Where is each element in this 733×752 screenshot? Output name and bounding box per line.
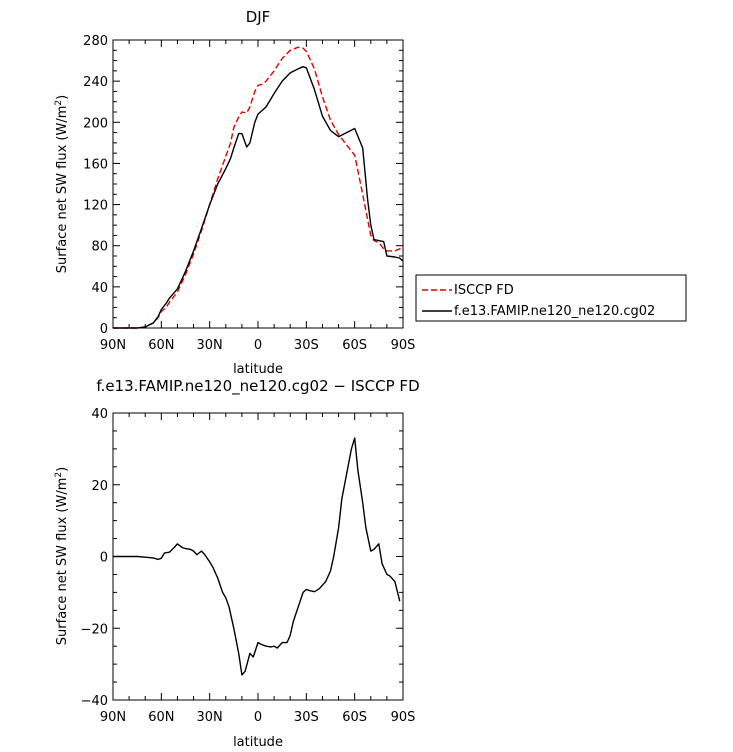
y-tick-label: 120 bbox=[83, 199, 108, 214]
legend-label-isccp: ISCCP FD bbox=[454, 283, 514, 298]
x-tick-label: 60S bbox=[342, 338, 367, 353]
axis-ticks: 90N 60N 30N 0 30S 60S 90S −40 −20 0 20 40 bbox=[81, 407, 416, 725]
x-tick-label: 30N bbox=[197, 338, 223, 353]
x-tick-label: 90N bbox=[100, 338, 126, 353]
series-line-f-e13-famip-ne120-ne120-cg02 bbox=[113, 65, 404, 329]
x-tick-label: 90S bbox=[391, 710, 416, 725]
y-tick-label: −40 bbox=[81, 694, 108, 709]
chart-title: DJF bbox=[246, 8, 271, 26]
x-tick-label: 60N bbox=[148, 338, 174, 353]
x-tick-label: 30N bbox=[197, 710, 223, 725]
y-tick-label: 160 bbox=[83, 157, 108, 172]
x-tick-label: 30S bbox=[294, 338, 319, 353]
legend-box bbox=[415, 274, 687, 322]
y-tick-label: 20 bbox=[91, 479, 108, 494]
y-tick-label: 40 bbox=[91, 407, 108, 422]
y-tick-label: 0 bbox=[100, 322, 108, 337]
y-tick-label: 40 bbox=[91, 281, 108, 296]
chart-title: f.e13.FAMIP.ne120_ne120.cg02 − ISCCP FD bbox=[96, 377, 419, 396]
series-group bbox=[113, 437, 401, 676]
y-tick-label: −20 bbox=[81, 622, 108, 637]
x-axis-label: latitude bbox=[233, 735, 283, 750]
y-axis-label: Surface net SW flux (W/m2) bbox=[54, 467, 70, 645]
series-line-difference-0 bbox=[113, 437, 401, 676]
series-line-isccp-fd bbox=[113, 46, 404, 329]
x-tick-label: 30S bbox=[294, 710, 319, 725]
x-tick-label: 60N bbox=[148, 710, 174, 725]
x-tick-label: 60S bbox=[342, 710, 367, 725]
y-tick-label: 80 bbox=[91, 240, 108, 255]
axis-ticks: 90N 60N 30N 0 30S 60S 90S 0 40 80 120 160 200 240 280 bbox=[83, 34, 415, 353]
y-tick-label: 240 bbox=[83, 75, 108, 90]
panel-bottom: f.e13.FAMIP.ne120_ne120.cg02 − ISCCP FD … bbox=[54, 377, 420, 750]
y-tick-label: 200 bbox=[83, 116, 108, 131]
panel-top: DJF 90N 60N 30N 0 30S 60S 90S 0 40 80 120 160 200 240… bbox=[54, 8, 687, 377]
x-tick-label: 90S bbox=[391, 338, 416, 353]
plot-frame bbox=[112, 39, 404, 329]
x-tick-label: 0 bbox=[254, 338, 262, 353]
x-axis-label: latitude bbox=[233, 362, 283, 377]
x-tick-label: 90N bbox=[100, 710, 126, 725]
legend: ISCCP FD f.e13.FAMIP.ne120_ne120.cg02 bbox=[415, 274, 687, 322]
plot-frame bbox=[112, 412, 404, 701]
y-axis-label: Surface net SW flux (W/m2) bbox=[54, 95, 70, 273]
series-group bbox=[113, 46, 404, 329]
y-tick-label: 0 bbox=[100, 551, 108, 566]
legend-label-model: f.e13.FAMIP.ne120_ne120.cg02 bbox=[454, 304, 655, 319]
x-tick-label: 0 bbox=[254, 710, 262, 725]
y-tick-label: 280 bbox=[83, 34, 108, 49]
